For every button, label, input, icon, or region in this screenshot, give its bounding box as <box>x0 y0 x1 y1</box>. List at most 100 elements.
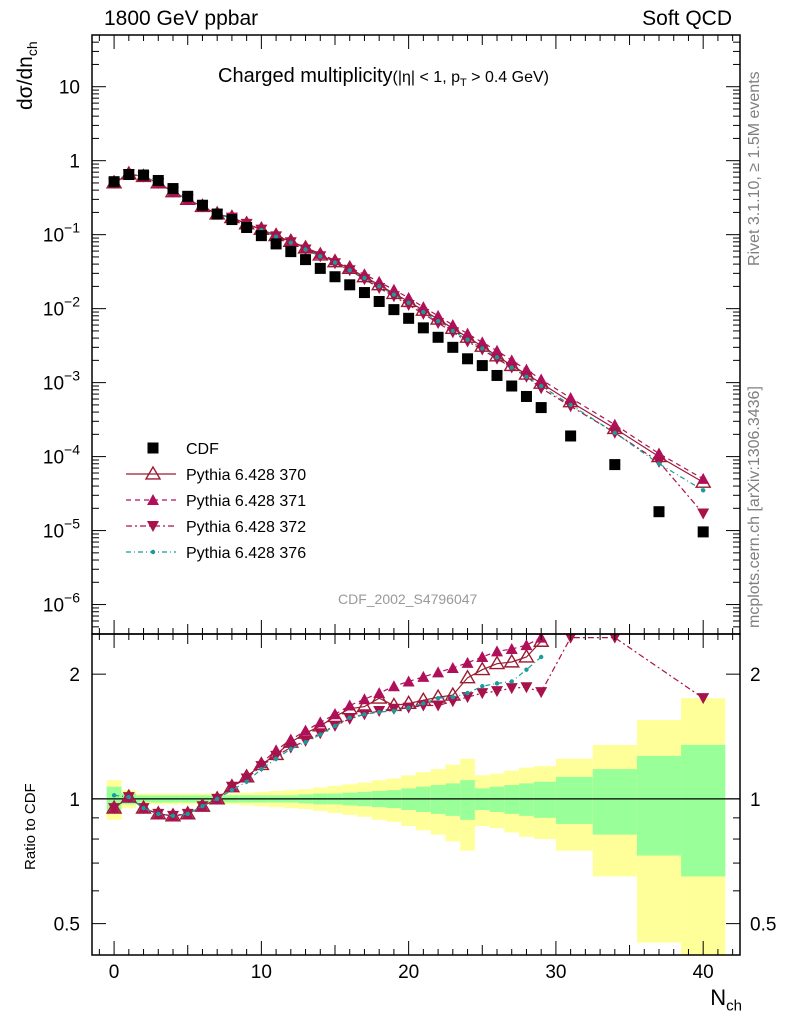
ratio-point-4 <box>318 732 323 737</box>
ratio-point-2 <box>329 708 341 720</box>
ratio-point-4 <box>244 779 249 784</box>
ratio-point-4 <box>332 723 338 729</box>
ratio-point-3 <box>432 700 445 712</box>
ratio-point-2 <box>387 680 400 692</box>
data-point-cdf <box>403 312 415 324</box>
data-point-cdf <box>491 369 503 381</box>
data-point-cdf <box>255 230 267 242</box>
ratio-point-3 <box>446 696 459 708</box>
ratio-point-4 <box>509 679 514 684</box>
main-point-4 <box>421 309 426 315</box>
data-point-cdf <box>432 331 444 343</box>
data-point-cdf <box>241 221 253 233</box>
ratio-point-1 <box>459 669 476 684</box>
data-point-cdf <box>417 322 429 334</box>
ratio-point-4 <box>450 694 456 700</box>
data-point-cdf <box>565 430 577 442</box>
data-point-cdf <box>697 526 709 538</box>
y-axis-label-main: dσ/dn <box>14 56 37 110</box>
main-point-2 <box>608 418 621 430</box>
data-point-cdf <box>314 262 326 274</box>
ratio-point-4 <box>362 712 367 717</box>
band-inner-bin <box>445 783 461 816</box>
ratio-point-4 <box>480 684 485 689</box>
ratio-point-4 <box>288 746 294 752</box>
ratio-point-4 <box>376 709 382 715</box>
main-point-2 <box>461 327 474 339</box>
ratio-y-tick-label-right: 1 <box>750 790 761 811</box>
plot-title-sub-t: T <box>459 77 467 90</box>
y-tick-label: 10−2 <box>43 294 80 321</box>
y-tick-label: 10−1 <box>43 220 80 247</box>
ratio-point-1 <box>474 661 491 676</box>
ratio-point-3 <box>108 803 121 815</box>
ratio-point-4 <box>214 796 220 802</box>
main-point-3 <box>697 508 710 520</box>
data-point-cdf <box>535 402 547 414</box>
y-tick-label: 10−4 <box>43 442 80 469</box>
main-point-4 <box>480 346 485 351</box>
x-tick-label: 10 <box>251 962 272 983</box>
ratio-point-2 <box>432 666 445 678</box>
legend-marker <box>147 521 159 532</box>
x-tick-label: 40 <box>693 962 714 983</box>
ratio-point-2 <box>476 651 489 663</box>
main-point-4 <box>538 383 544 389</box>
band-inner-bin <box>555 776 593 824</box>
ratio-point-3 <box>697 693 710 705</box>
ratio-point-2 <box>505 643 518 655</box>
ratio-point-3 <box>505 683 518 695</box>
data-point-cdf <box>152 174 164 186</box>
main-point-4 <box>318 254 323 259</box>
data-point-cdf <box>388 304 400 316</box>
analysis-id: CDF_2002_S4796047 <box>338 591 478 607</box>
ratio-point-2 <box>314 716 327 728</box>
header-right: Soft QCD <box>642 7 732 30</box>
ratio-point-2 <box>284 733 297 745</box>
main-point-3 <box>535 383 548 395</box>
legend-marker <box>144 465 162 480</box>
x-tick-label: 30 <box>545 962 566 983</box>
ratio-point-4 <box>303 740 308 745</box>
band-inner-bin <box>636 755 682 856</box>
ratio-point-2 <box>520 639 533 651</box>
legend-label: Pythia 6.428 370 <box>186 467 306 484</box>
y-tick-label: 10−6 <box>43 590 80 617</box>
ratio-point-4 <box>406 705 411 710</box>
main-point-3 <box>387 291 400 303</box>
axis-ticks <box>92 34 740 955</box>
main-point-4 <box>406 300 411 305</box>
plot-title: Charged multiplicity(|η| < 1, pT > 0.4 G… <box>218 65 549 89</box>
main-point-2 <box>697 472 710 484</box>
legend-marker <box>147 494 159 505</box>
ratio-uncertainty-bands <box>106 698 726 955</box>
main-point-4 <box>450 328 456 334</box>
data-point-cdf <box>226 214 238 226</box>
main-point-4 <box>524 374 529 379</box>
ratio-point-4 <box>229 787 235 793</box>
data-point-cdf <box>138 169 150 181</box>
ratio-point-3 <box>491 686 503 698</box>
data-point-cdf <box>270 238 282 250</box>
x-tick-label: 0 <box>109 962 120 983</box>
main-point-4 <box>332 260 338 265</box>
ratio-point-3 <box>535 687 548 699</box>
ratio-point-2 <box>358 693 371 705</box>
ratio-point-3 <box>255 761 268 773</box>
ratio-point-4 <box>347 715 352 720</box>
x-axis-label-sub: ch <box>726 997 742 1015</box>
data-point-cdf <box>182 190 194 202</box>
x-axis-label-main: N <box>710 985 727 1010</box>
series-markers <box>105 165 712 822</box>
data-point-cdf <box>167 183 179 195</box>
x-tick-label: 20 <box>398 962 419 983</box>
mcplots-label: mcplots.cern.ch [arXiv:1306.3436] <box>746 386 763 628</box>
ratio-point-1 <box>503 653 520 668</box>
ratio-point-4 <box>273 756 279 761</box>
ratio-point-2 <box>491 645 503 657</box>
legend-label: CDF <box>186 441 219 458</box>
data-point-cdf <box>196 199 208 211</box>
ratio-point-1 <box>518 648 535 663</box>
main-point-4 <box>656 461 662 466</box>
